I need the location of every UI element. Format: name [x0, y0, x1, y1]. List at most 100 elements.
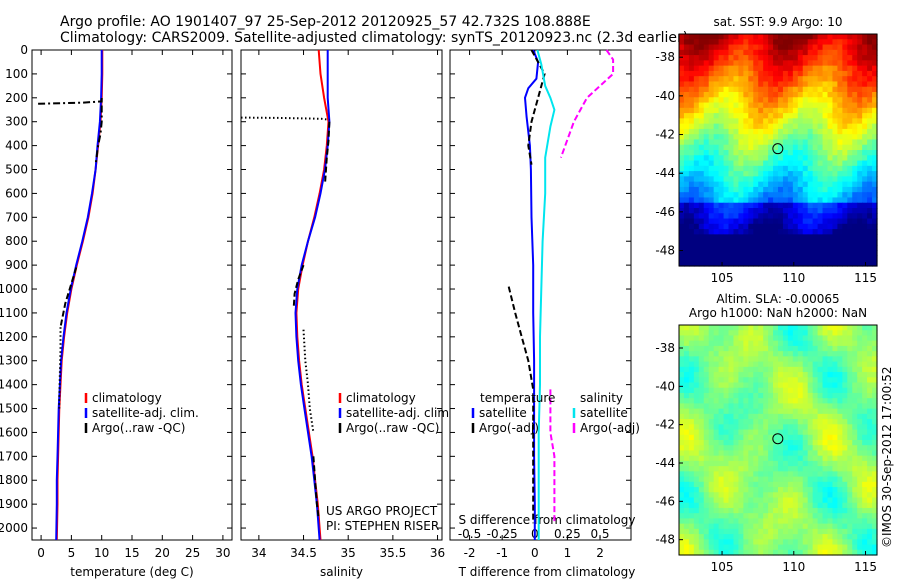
sst_map-cell	[703, 165, 710, 172]
sst_map-cell	[862, 44, 868, 51]
sst_map-cell	[753, 118, 759, 125]
sla_map-cell	[842, 419, 848, 425]
sst_map-cell	[713, 250, 720, 257]
sst_map-cell	[758, 39, 764, 46]
sla_map-cell	[738, 345, 744, 352]
sst_map-cell	[758, 144, 764, 151]
sla_map-cell	[683, 534, 690, 540]
sst_map-cell	[817, 65, 824, 72]
sst_map-cell	[693, 113, 700, 119]
sst_map-cell	[733, 107, 739, 114]
sst_map-cell	[713, 171, 720, 177]
sst_map-cell	[738, 81, 744, 88]
sst_map-cell	[728, 97, 735, 104]
sla_map-cell	[857, 325, 863, 331]
sst_map-cell	[792, 250, 799, 257]
sla_map-cell	[802, 434, 809, 441]
sla_map-cell	[773, 549, 779, 556]
sst_map-cell	[718, 34, 725, 40]
sst_map-cell	[797, 208, 804, 214]
sla_map-cell	[792, 413, 799, 420]
sst_map-cell	[728, 192, 735, 199]
sst_map-cell	[763, 49, 769, 56]
sla_map-cell	[763, 455, 769, 462]
sla_map-cell	[758, 330, 764, 337]
sla_map-cell	[842, 424, 848, 431]
sla_map-cell	[822, 539, 829, 546]
sst_map-cell	[857, 213, 863, 220]
sla_map-cell	[787, 351, 794, 357]
sst_map-cell	[792, 97, 799, 104]
sla_map-cell	[693, 460, 700, 467]
sst_map-cell	[847, 255, 853, 262]
sst_map-cell	[703, 223, 710, 230]
sla_map-cell	[763, 424, 769, 431]
sla_map-cell	[763, 492, 769, 499]
sla_map-cell	[822, 502, 829, 509]
sla_map-cell	[827, 492, 834, 499]
sst_map-cell	[807, 97, 814, 104]
sla_map-cell	[773, 471, 779, 478]
sst_map-cell	[827, 65, 834, 72]
sst_map-cell	[713, 102, 720, 109]
sst_map-cell	[778, 60, 784, 67]
sla_map-cell	[792, 351, 799, 357]
sst_map-cell	[693, 171, 700, 177]
sst_map-cell	[807, 139, 814, 146]
sst_map-cell	[688, 213, 695, 220]
sst_map-cell	[743, 81, 749, 88]
diff-legend-label: satellite	[580, 406, 628, 420]
sst_map-cell	[837, 160, 843, 167]
sst_map-cell	[758, 118, 764, 125]
sla_map-cell	[723, 481, 730, 488]
sst_map-cell	[688, 55, 695, 61]
sst_map-cell	[827, 118, 834, 125]
sla_map-cell	[738, 424, 744, 431]
sla_map-cell	[753, 513, 759, 520]
sla_map-cell	[743, 523, 749, 530]
sla_map-cell	[852, 351, 858, 357]
sla_map-cell	[723, 345, 730, 352]
sst_map-cell	[822, 255, 829, 262]
sla_map-cell	[718, 450, 725, 457]
sst_map-cell	[797, 250, 804, 257]
sst_map-cell	[847, 102, 853, 109]
sla_map-cell	[832, 382, 838, 389]
sst_map-cell	[872, 255, 878, 262]
sst_map-cell	[782, 139, 789, 146]
sst_map-cell	[867, 65, 873, 72]
sla_map-cell	[703, 528, 710, 535]
sst_map-xtick-label: 105	[711, 271, 734, 285]
sst_map-cell	[792, 49, 799, 56]
sst_map-cell	[778, 197, 784, 204]
salinity-series-1	[294, 50, 331, 541]
sla_map-cell	[773, 361, 779, 368]
sla_map-cell	[723, 445, 730, 452]
sst_map-cell	[738, 186, 744, 193]
sst_map-cell	[723, 55, 730, 61]
sst_map-cell	[827, 39, 834, 46]
sst_map-cell	[718, 234, 725, 241]
sst_map-cell	[778, 128, 784, 135]
sst_map-cell	[782, 128, 789, 135]
sst_map-cell	[768, 202, 774, 209]
sst_map-cell	[703, 128, 710, 135]
sla_map-cell	[698, 403, 705, 410]
sla_map-cell	[778, 471, 784, 478]
sst_map-cell	[723, 123, 730, 130]
sst_map-cell	[683, 192, 690, 199]
sst_map-cell	[748, 118, 754, 125]
sst_map-cell	[847, 239, 853, 246]
sst_map-cell	[713, 55, 720, 61]
sst_map-cell	[718, 223, 725, 230]
sst_map-cell	[782, 107, 789, 114]
sst_map-cell	[758, 208, 764, 214]
sst_map-cell	[688, 160, 695, 167]
sla_map-cell	[802, 325, 809, 331]
sla_map-cell	[792, 398, 799, 405]
sla_map-cell	[733, 413, 739, 420]
sla_map-cell	[778, 450, 784, 457]
sst_map-cell	[693, 229, 700, 235]
sst_map-cell	[792, 139, 799, 146]
sst_map-cell	[713, 139, 720, 146]
